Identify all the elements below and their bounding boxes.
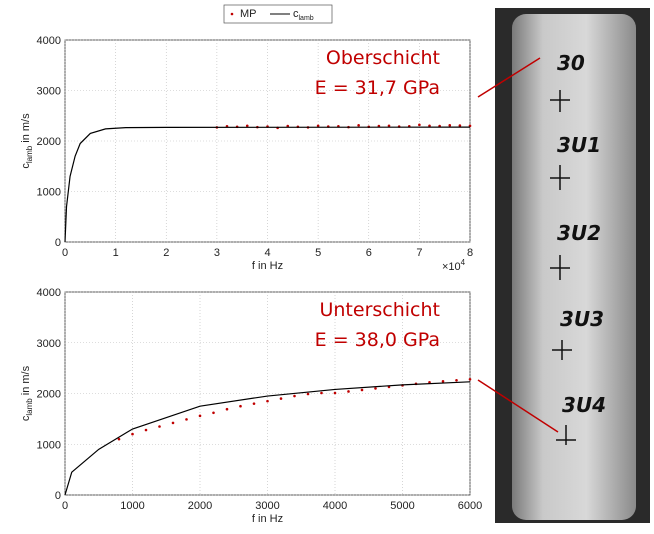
y-tick-label: 4000 [37,35,61,47]
data-point [357,124,360,127]
legend-name: MP [240,8,257,20]
x-tick-label: 4000 [323,500,347,512]
annotation: E = 31,7 GPa [315,77,440,99]
data-point [158,425,161,428]
data-point [459,124,462,127]
data-point [469,378,472,381]
x-tick-label: 1 [113,247,119,259]
annotation: E = 38,0 GPa [315,329,440,351]
specimen-label: 3U4 [562,393,606,417]
data-point [131,433,134,436]
data-point [448,124,451,127]
legend-name-sub: lamb [299,15,314,22]
data-point [293,395,296,398]
x-tick-label: 4 [264,247,270,259]
specimen-cylinder [512,14,636,520]
specimen-label: 3U2 [557,221,601,245]
annotation: Unterschicht [319,299,440,321]
data-point [239,405,242,408]
data-point [442,380,445,383]
y-tick-label: 1000 [37,187,61,199]
data-point [361,389,364,392]
specimen-label: 30 [557,51,585,75]
y-tick-label: 2000 [37,389,61,401]
y-tick-label: 2000 [37,136,61,148]
x-tick-label: 5 [315,247,321,259]
y-tick-label: 3000 [37,338,61,350]
y-axis-label-part: lamb [25,398,34,416]
y-tick-label: 0 [55,490,61,502]
y-tick-label: 4000 [37,287,61,299]
data-point [226,408,229,411]
x-tick-label: 2000 [188,500,212,512]
y-axis-label: clamb in m/s [20,365,34,421]
y-axis-label-part: in m/s [20,365,32,398]
data-point [280,397,283,400]
legend-marker [231,13,234,16]
x-axis-label: f in Hz [252,260,283,272]
data-point [185,418,188,421]
multiplier-exponent: 4 [461,258,466,267]
data-point [320,392,323,395]
x-tick-label: 3 [214,247,220,259]
data-point [307,393,310,396]
data-point [145,429,148,432]
data-point [334,392,337,395]
x-tick-label: 3000 [255,500,279,512]
x-tick-label: 6000 [458,500,482,512]
data-point [266,400,269,403]
specimen-label: 3U3 [560,307,604,331]
x-tick-label: 8 [467,247,473,259]
x-tick-label: 5000 [390,500,414,512]
x-tick-label: 0 [62,500,68,512]
data-point [374,387,377,390]
y-axis-label: clamb in m/s [20,113,34,169]
y-axis-label-part: in m/s [20,113,32,146]
y-axis-label-part: lamb [25,145,34,163]
annotation: Oberschicht [326,47,440,69]
x-tick-label: 6 [366,247,372,259]
data-point [455,379,458,382]
x-axis-multiplier: ×104 [442,258,466,273]
data-point [172,422,175,425]
y-tick-label: 0 [55,237,61,249]
data-point [199,415,202,418]
x-tick-label: 2 [163,247,169,259]
data-point [253,402,256,405]
data-point [212,411,215,414]
x-tick-label: 7 [416,247,422,259]
y-tick-label: 3000 [37,86,61,98]
data-point [418,124,421,127]
x-tick-label: 0 [62,247,68,259]
y-tick-label: 1000 [37,439,61,451]
specimen-label: 3U1 [557,133,601,157]
x-tick-label: 1000 [120,500,144,512]
data-point [347,390,350,393]
x-axis-label: f in Hz [252,513,283,525]
legend-label: MP [240,8,257,20]
figure: 30 3U1 3U2 3U3 3U4 010002000300040000123… [0,0,654,529]
multiplier-base: ×10 [442,261,461,273]
